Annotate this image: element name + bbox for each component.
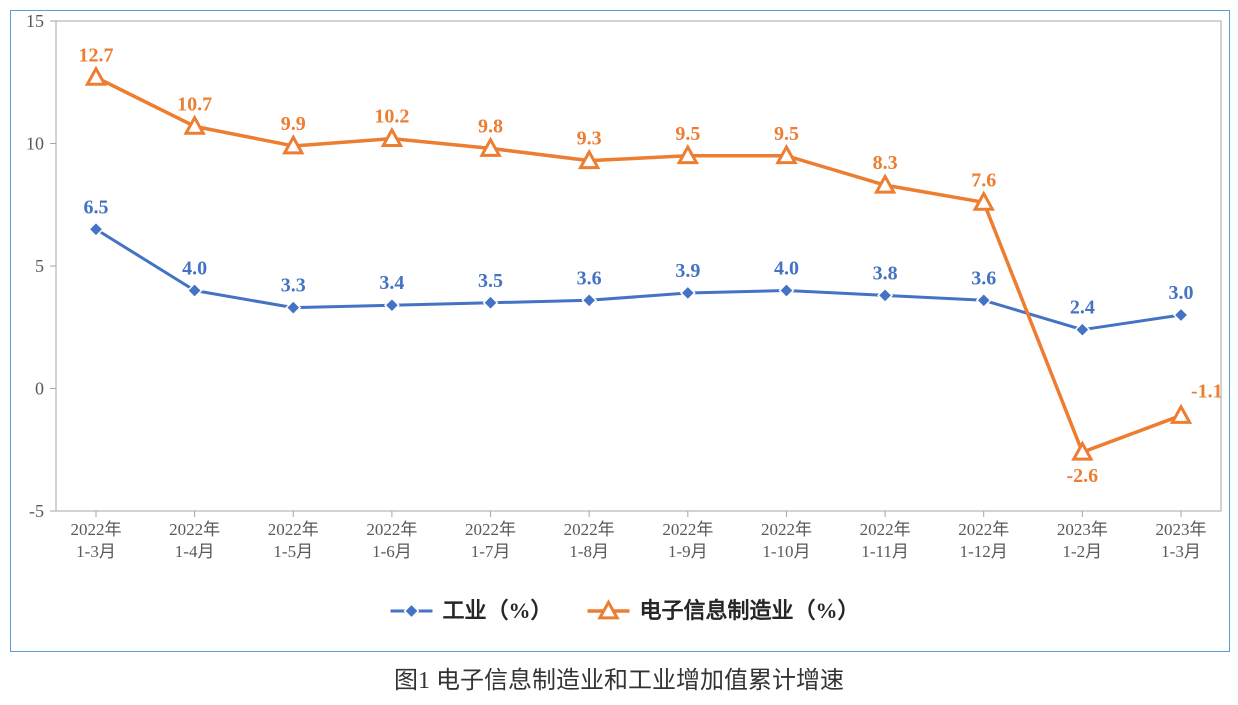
data-label: 3.8 xyxy=(873,262,898,284)
line-chart-svg: -5 0 5 10 15 2022年 1-3月 2022年 1-4月 2022年 1-5月 2022年… xyxy=(11,11,1229,651)
triangle-marker xyxy=(186,118,203,134)
data-label: 9.9 xyxy=(281,113,306,135)
legend: 工业（%） 电子信息制造业（%） xyxy=(391,598,860,623)
x-axis-label-line2: 1-3月 xyxy=(1161,542,1201,561)
x-axis-label-line2: 1-2月 xyxy=(1063,542,1103,561)
legend-item: 电子信息制造业（%） xyxy=(588,598,860,623)
data-label: 10.7 xyxy=(177,93,212,115)
x-axis-label-line2: 1-8月 xyxy=(569,542,609,561)
chart-caption: 图1 电子信息制造业和工业增加值累计增速 xyxy=(10,660,1228,695)
y-axis-label: 10 xyxy=(26,134,44,154)
data-label: 4.0 xyxy=(182,258,207,280)
data-label: 12.7 xyxy=(79,44,114,66)
triangle-marker xyxy=(1172,407,1189,423)
legend-label: 电子信息制造业（%） xyxy=(640,598,860,623)
data-label: 3.6 xyxy=(577,267,602,289)
x-axis-label-line1: 2022年 xyxy=(71,520,122,539)
y-axis-label: 15 xyxy=(26,11,44,31)
data-label: 3.9 xyxy=(675,260,700,282)
diamond-marker xyxy=(582,293,596,307)
data-label: 3.5 xyxy=(478,270,503,292)
diamond-marker xyxy=(780,284,794,298)
x-axis-label-line2: 1-3月 xyxy=(76,542,116,561)
x-axis-label-line2: 1-5月 xyxy=(273,542,313,561)
x-axis-label-line1: 2022年 xyxy=(761,520,812,539)
y-axis-label: -5 xyxy=(29,501,44,521)
data-label: 3.0 xyxy=(1169,282,1194,304)
series-line-0 xyxy=(96,229,1181,329)
x-axis-label-line2: 1-10月 xyxy=(762,542,810,561)
data-label: 9.5 xyxy=(675,123,700,145)
data-label: 9.8 xyxy=(478,115,503,137)
chart-container: -5 0 5 10 15 2022年 1-3月 2022年 1-4月 2022年 1-5月 2022年… xyxy=(10,10,1228,695)
data-label: 7.6 xyxy=(971,169,996,191)
data-label: 9.3 xyxy=(577,128,602,150)
data-label: 9.5 xyxy=(774,123,799,145)
data-label: 4.0 xyxy=(774,258,799,280)
x-axis-label-line1: 2022年 xyxy=(564,520,615,539)
data-label: 8.3 xyxy=(873,152,898,174)
x-axis-label-line2: 1-12月 xyxy=(960,542,1008,561)
x-axis-label-line1: 2022年 xyxy=(662,520,713,539)
series-line-1 xyxy=(96,77,1181,452)
data-label: 6.5 xyxy=(84,196,109,218)
diamond-marker xyxy=(1075,323,1089,337)
x-axis-label-line2: 1-11月 xyxy=(861,542,909,561)
data-label: 3.3 xyxy=(281,275,306,297)
data-label: 2.4 xyxy=(1070,297,1095,319)
x-axis-label-line1: 2022年 xyxy=(465,520,516,539)
diamond-marker xyxy=(977,293,991,307)
x-axis-label-line1: 2022年 xyxy=(366,520,417,539)
x-axis-label-line1: 2023年 xyxy=(1057,520,1108,539)
legend-item: 工业（%） xyxy=(391,598,553,623)
data-label: 3.4 xyxy=(379,272,404,294)
x-axis-label-line1: 2022年 xyxy=(958,520,1009,539)
x-axis-label-line2: 1-9月 xyxy=(668,542,708,561)
diamond-marker xyxy=(681,286,695,300)
data-label: -2.6 xyxy=(1067,465,1099,487)
x-axis-label-line2: 1-4月 xyxy=(175,542,215,561)
data-label: 3.6 xyxy=(971,267,996,289)
x-axis-label-line1: 2022年 xyxy=(860,520,911,539)
diamond-marker xyxy=(1174,308,1188,322)
x-axis-label-line1: 2023年 xyxy=(1156,520,1207,539)
diamond-marker xyxy=(188,284,202,298)
chart-outer-border: -5 0 5 10 15 2022年 1-3月 2022年 1-4月 2022年 1-5月 2022年… xyxy=(10,10,1230,652)
diamond-marker xyxy=(286,301,300,315)
x-axis-label-line2: 1-6月 xyxy=(372,542,412,561)
legend-label: 工业（%） xyxy=(443,598,553,623)
diamond-marker xyxy=(385,298,399,312)
y-axis-label: 5 xyxy=(35,256,44,276)
diamond-marker xyxy=(878,289,892,303)
triangle-marker xyxy=(87,69,104,85)
plot-area-border xyxy=(56,21,1221,511)
data-label: -1.1 xyxy=(1191,380,1223,402)
legend-diamond-icon xyxy=(405,604,419,618)
y-axis-label: 0 xyxy=(35,379,44,399)
diamond-marker xyxy=(484,296,498,310)
diamond-marker xyxy=(89,222,103,236)
data-label: 10.2 xyxy=(374,106,409,128)
x-axis-label-line2: 1-7月 xyxy=(471,542,511,561)
x-axis-label-line1: 2022年 xyxy=(169,520,220,539)
x-axis-label-line1: 2022年 xyxy=(268,520,319,539)
